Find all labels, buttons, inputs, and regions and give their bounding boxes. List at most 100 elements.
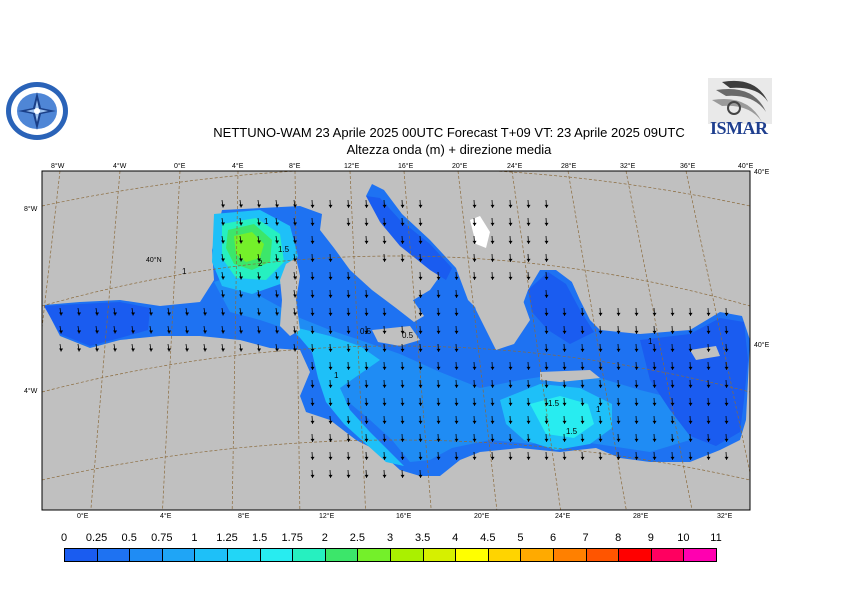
direction-arrow-head [221,222,226,226]
direction-arrow-head [526,384,531,388]
direction-arrow-head [275,330,280,334]
direction-arrow-head [203,330,208,334]
direction-arrow-head [616,420,621,424]
direction-arrow-head [400,402,405,406]
bottom-tick: 28°E [633,512,649,520]
direction-arrow-head [544,222,549,226]
contour-label: 2 [258,259,263,268]
direction-arrow-head [544,456,549,460]
direction-arrow-head [113,312,118,316]
direction-arrow-head [706,330,711,334]
legend-swatch [618,548,652,562]
direction-arrow-head [364,222,369,226]
top-tick: 4°E [232,162,244,170]
legend-label: 1.25 [216,532,238,544]
legend-label: 2.5 [349,532,366,544]
direction-arrow-head [328,402,333,406]
right-tick: 40°E [754,341,770,349]
inner-lat-label: 40°N [146,256,162,264]
direction-arrow-head [508,420,513,424]
direction-arrow-head [418,204,423,208]
direction-arrow-head [293,222,298,226]
direction-arrow-head [562,456,567,460]
direction-arrow-head [544,438,549,442]
direction-arrow-head [598,366,603,370]
direction-arrow-head [688,384,693,388]
direction-arrow-head [490,402,495,406]
direction-arrow-head [526,240,531,244]
direction-arrow-head [257,348,262,352]
legend-label: 1.5 [251,532,268,544]
island-crete [540,370,600,382]
direction-arrow-head [293,312,298,316]
direction-arrow-head [167,312,172,316]
direction-arrow-head [328,258,333,262]
direction-arrow-head [346,330,351,334]
contour-label: 1 [596,405,601,414]
direction-arrow-head [364,348,369,352]
direction-arrow-head [544,276,549,280]
top-tick: 12°E [344,162,360,170]
direction-arrow-head [382,366,387,370]
direction-arrow-head [418,258,423,262]
bottom-tick: 32°E [717,512,733,520]
direction-arrow-head [310,276,315,280]
legend-swatch [357,548,391,562]
top-tick: 32°E [620,162,636,170]
direction-arrow-head [113,330,118,334]
direction-arrow-head [59,312,64,316]
direction-arrow-head [526,420,531,424]
direction-arrow-head [275,204,280,208]
contour-label: 1.5 [548,399,560,408]
top-right-tick: 40°E [754,168,770,176]
direction-arrow-head [634,456,639,460]
direction-arrow-head [508,384,513,388]
direction-arrow-head [490,204,495,208]
direction-arrow-head [472,420,477,424]
direction-arrow-head [562,330,567,334]
direction-arrow-head [688,366,693,370]
direction-arrow-head [364,438,369,442]
legend-label: 0 [60,532,68,544]
contour-label: 1.5 [566,427,578,436]
direction-arrow-head [418,456,423,460]
direction-arrow-head [382,204,387,208]
direction-arrow-head [328,438,333,442]
direction-arrow-head [706,438,711,442]
direction-arrow-head [616,384,621,388]
direction-arrow-head [634,420,639,424]
direction-arrow-head [346,312,351,316]
sea-area [528,272,594,344]
direction-arrow-head [544,294,549,298]
direction-arrow-head [382,258,387,262]
legend-label: 6 [549,532,557,544]
direction-arrow-head [436,438,441,442]
direction-arrow-head [706,312,711,316]
direction-arrow-head [508,258,513,262]
bottom-tick: 20°E [474,512,490,520]
direction-arrow-head [364,330,369,334]
direction-arrow-head [239,222,244,226]
direction-arrow-head [95,348,100,352]
direction-arrow-head [544,402,549,406]
direction-arrow-head [346,294,351,298]
direction-arrow-head [598,312,603,316]
direction-arrow-head [454,312,459,316]
direction-arrow-head [310,384,315,388]
bottom-tick: 0°E [77,512,89,520]
contour-label: 1 [648,337,653,346]
direction-arrow-head [346,384,351,388]
direction-arrow-head [598,402,603,406]
direction-arrow-head [526,366,531,370]
direction-arrow-head [382,402,387,406]
direction-arrow-head [688,312,693,316]
direction-arrow-head [688,402,693,406]
direction-arrow-head [472,366,477,370]
bottom-tick: 8°E [238,512,250,520]
legend-swatch [161,548,196,562]
top-tick: 40°E [738,162,754,170]
direction-arrow-head [454,420,459,424]
left-tick: 4°W [24,387,38,395]
legend-swatch [324,548,359,562]
direction-arrow-head [724,438,729,442]
